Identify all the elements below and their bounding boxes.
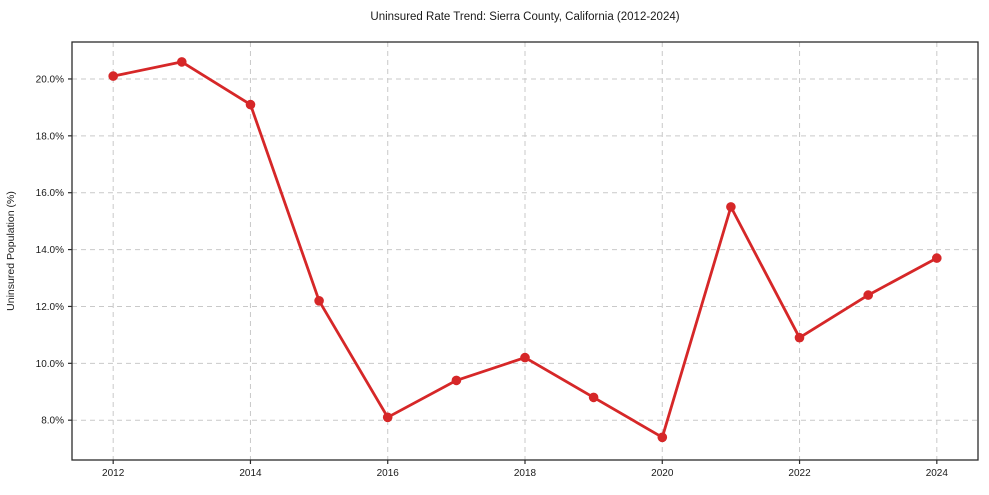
y-tick-label: 8.0% [41,416,64,427]
y-tick-label: 14.0% [36,245,64,256]
data-point-2017 [451,375,462,386]
data-point-2020 [657,432,668,443]
y-tick-label: 18.0% [36,131,64,142]
axes [68,41,979,464]
gridlines [72,42,978,460]
data-point-2019 [588,392,599,403]
data-point-2024 [932,253,942,263]
y-tick-label: 16.0% [36,188,64,199]
data-point-2015 [314,296,324,306]
data-point-2016 [382,412,393,423]
data-point-2022 [794,332,805,343]
x-tick-label: 2012 [102,468,125,479]
y-tick-label: 10.0% [36,359,64,370]
y-axis-label: Uninsured Population (%) [5,191,17,311]
x-tick-label: 2024 [926,468,949,479]
x-tick-label: 2018 [514,468,537,479]
data-point-2018 [520,352,530,363]
chart-title: Uninsured Rate Trend: Sierra County, Cal… [370,11,679,23]
data-point-2021 [726,202,736,212]
y-tick-label: 20.0% [36,74,64,85]
data-point-2012 [108,71,118,81]
data-point-2014 [245,99,256,110]
x-tick-label: 2014 [239,468,262,479]
x-tick-label: 2022 [788,468,811,479]
tick-labels: 2012 2014 2016 2018 2020 2022 2024 8.0% 10.0% 12.… [36,74,949,479]
data-point-2013 [177,57,187,67]
x-tick-label: 2016 [377,468,400,479]
trend-line-series [108,57,942,443]
x-tick-label: 2020 [651,468,674,479]
y-tick-label: 12.0% [36,302,64,313]
data-point-2023 [863,290,873,300]
